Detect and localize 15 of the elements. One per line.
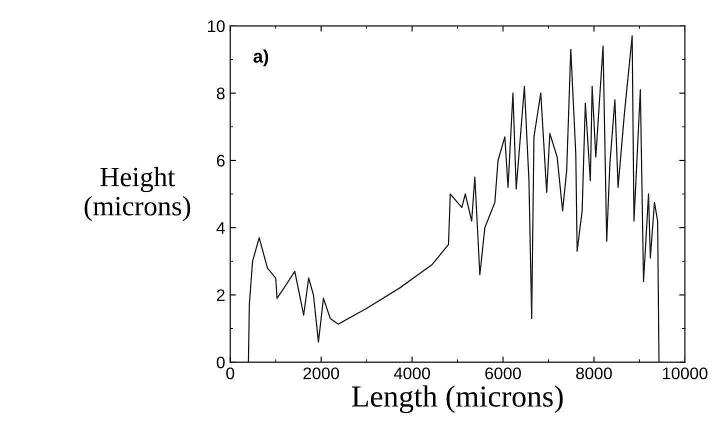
x-tick-label: 0 xyxy=(226,367,234,380)
y-tick-label: 4 xyxy=(216,222,225,234)
x-tick-label: 8000 xyxy=(576,367,612,380)
y-tick-label: 0 xyxy=(216,356,225,368)
y-axis-title: Height (microns) xyxy=(84,166,190,222)
y-tick-label: 10 xyxy=(208,20,225,32)
annotation: a) xyxy=(253,49,268,66)
x-tick-label: 10000 xyxy=(663,367,708,380)
y-tick-label: 2 xyxy=(216,289,225,301)
y-tick-label: 6 xyxy=(216,154,225,167)
y-tick-label: 8 xyxy=(216,88,225,100)
x-axis-title: Length (microns) xyxy=(352,385,563,414)
x-tick-label: 2000 xyxy=(303,367,340,380)
x-tick-label: 6000 xyxy=(485,367,521,380)
x-tick-label: 4000 xyxy=(394,367,430,380)
